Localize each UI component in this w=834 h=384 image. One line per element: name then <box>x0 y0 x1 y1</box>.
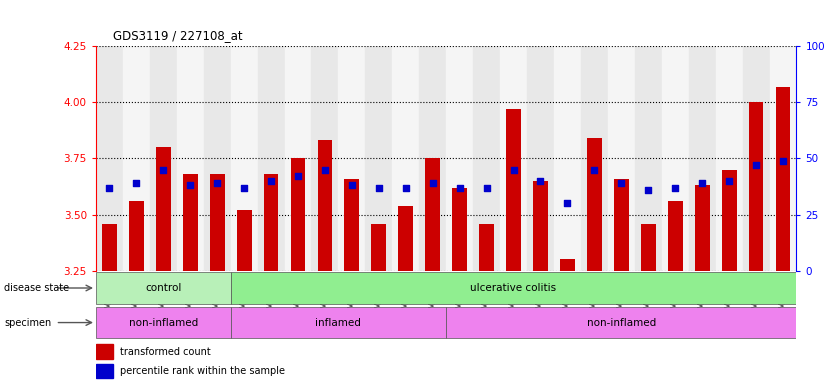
Text: control: control <box>145 283 182 293</box>
Bar <box>742 46 770 271</box>
Bar <box>371 223 386 271</box>
Point <box>183 182 197 189</box>
Text: inflamed: inflamed <box>315 318 361 328</box>
Bar <box>231 307 446 338</box>
Point <box>372 185 385 191</box>
Point <box>426 180 440 186</box>
Point <box>696 180 709 186</box>
Point <box>319 167 332 173</box>
Bar <box>150 46 177 271</box>
Text: non-inflamed: non-inflamed <box>586 318 656 328</box>
Bar <box>96 364 113 378</box>
Bar <box>668 201 683 271</box>
Bar <box>339 46 365 271</box>
Bar <box>420 46 446 271</box>
Bar <box>231 272 796 304</box>
Bar <box>183 174 198 271</box>
Bar <box>608 46 635 271</box>
Point <box>291 173 304 179</box>
Bar <box>554 46 581 271</box>
Bar <box>203 46 231 271</box>
Point <box>480 185 493 191</box>
Point <box>507 167 520 173</box>
Bar <box>210 174 224 271</box>
Bar <box>264 174 279 271</box>
Bar <box>237 210 252 271</box>
Bar <box>446 46 473 271</box>
Text: percentile rank within the sample: percentile rank within the sample <box>120 366 285 376</box>
Point <box>588 167 601 173</box>
Point <box>210 180 224 186</box>
Point <box>722 178 736 184</box>
Bar <box>425 159 440 271</box>
Bar <box>749 102 763 271</box>
Bar <box>587 138 602 271</box>
Point <box>776 157 790 164</box>
Point <box>615 180 628 186</box>
Point <box>641 187 655 193</box>
Bar <box>231 46 258 271</box>
Point <box>238 185 251 191</box>
Bar <box>641 223 656 271</box>
Bar <box>96 46 123 271</box>
Bar <box>776 86 791 271</box>
Bar <box>284 46 311 271</box>
Bar <box>560 260 575 271</box>
Point <box>669 185 682 191</box>
Bar <box>473 46 500 271</box>
Point <box>750 162 763 168</box>
Point <box>453 185 466 191</box>
Bar <box>506 109 521 271</box>
Bar <box>581 46 608 271</box>
Bar <box>392 46 420 271</box>
Point <box>157 167 170 173</box>
Text: transformed count: transformed count <box>120 347 211 357</box>
Bar <box>399 205 413 271</box>
Point <box>345 182 359 189</box>
Bar <box>365 46 392 271</box>
Bar <box>96 344 113 359</box>
Bar <box>258 46 284 271</box>
Bar <box>533 181 548 271</box>
Bar <box>96 307 231 338</box>
Point <box>534 178 547 184</box>
Bar <box>129 201 143 271</box>
Bar <box>716 46 742 271</box>
Bar <box>695 185 710 271</box>
Point <box>103 185 116 191</box>
Bar <box>500 46 527 271</box>
Text: disease state: disease state <box>4 283 69 293</box>
Bar <box>311 46 339 271</box>
Text: non-inflamed: non-inflamed <box>128 318 198 328</box>
Point <box>399 185 413 191</box>
Bar <box>318 141 332 271</box>
Point <box>129 180 143 186</box>
Bar <box>123 46 150 271</box>
Bar <box>446 307 796 338</box>
Bar <box>452 188 467 271</box>
Bar <box>102 223 117 271</box>
Text: ulcerative colitis: ulcerative colitis <box>470 283 556 293</box>
Bar <box>344 179 359 271</box>
Bar <box>661 46 689 271</box>
Bar <box>689 46 716 271</box>
Bar <box>770 46 796 271</box>
Bar <box>96 272 231 304</box>
Bar <box>527 46 554 271</box>
Bar <box>721 170 736 271</box>
Bar <box>177 46 203 271</box>
Point <box>560 200 574 207</box>
Bar <box>156 147 171 271</box>
Bar <box>480 223 494 271</box>
Bar <box>290 159 305 271</box>
Bar <box>635 46 661 271</box>
Bar <box>614 179 629 271</box>
Text: GDS3119 / 227108_at: GDS3119 / 227108_at <box>113 29 242 42</box>
Point <box>264 178 278 184</box>
Text: specimen: specimen <box>4 318 52 328</box>
